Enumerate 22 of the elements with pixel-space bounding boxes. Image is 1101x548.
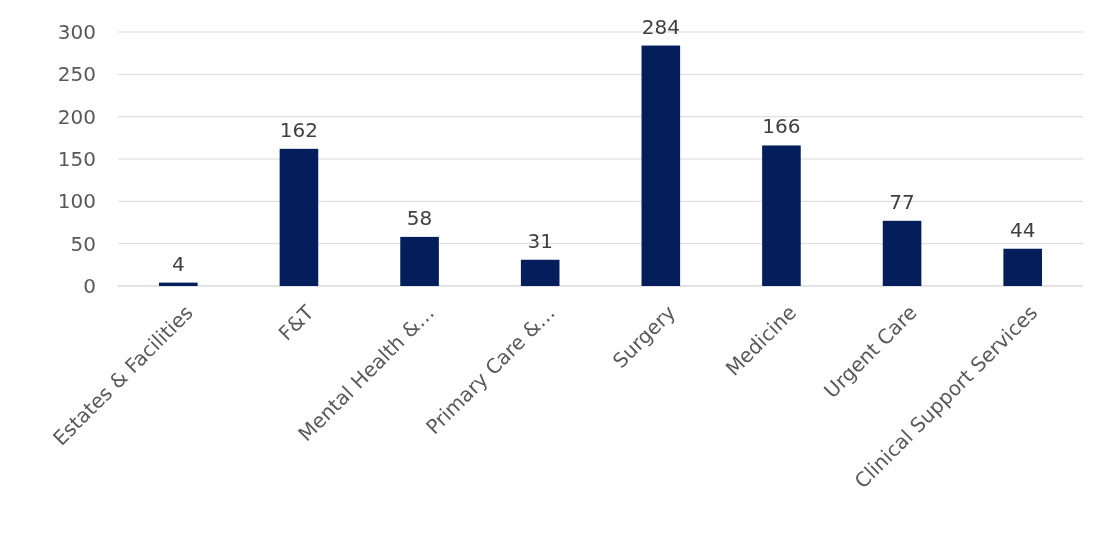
y-tick-label: 200 <box>57 104 96 129</box>
bar <box>520 259 560 286</box>
y-tick-label: 50 <box>70 231 96 256</box>
y-tick-label: 100 <box>57 189 96 214</box>
y-tick-label: 300 <box>57 20 96 44</box>
bar <box>279 148 319 286</box>
bar <box>641 45 681 286</box>
y-tick-label: 250 <box>57 62 96 87</box>
data-label: 77 <box>889 189 915 214</box>
y-tick-label: 0 <box>83 274 96 298</box>
data-label: 44 <box>1009 217 1036 242</box>
data-label: 162 <box>279 117 319 142</box>
bar <box>882 220 922 286</box>
bar <box>1003 248 1042 286</box>
data-label: 31 <box>527 228 553 253</box>
data-label: 166 <box>762 114 801 139</box>
data-label: 4 <box>171 251 185 276</box>
y-tick-label: 150 <box>57 147 96 171</box>
bar <box>762 145 801 286</box>
data-label: 284 <box>641 14 680 39</box>
data-label: 58 <box>406 205 433 230</box>
bar <box>400 236 439 286</box>
